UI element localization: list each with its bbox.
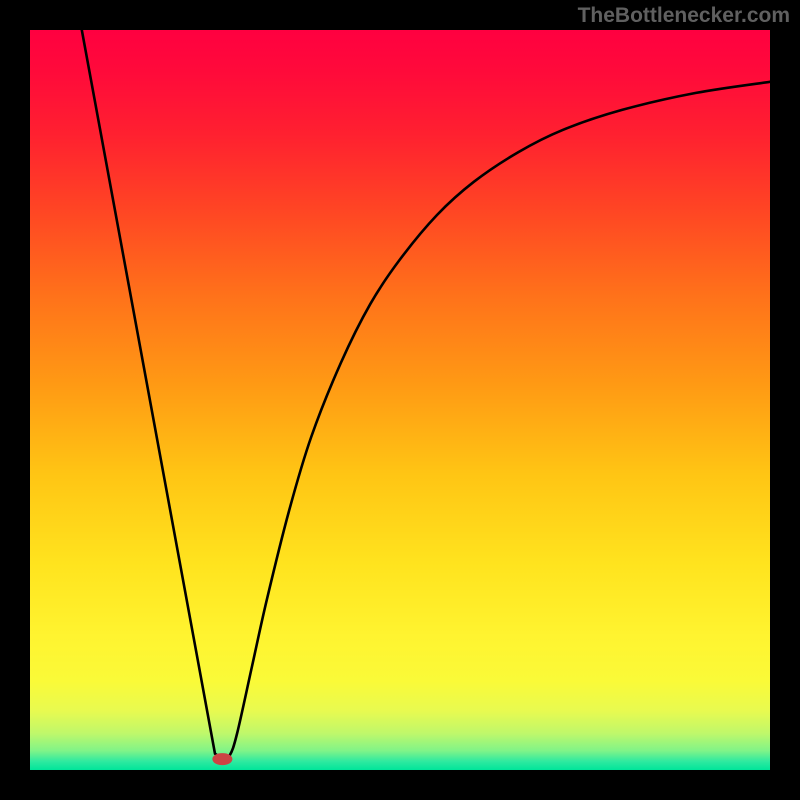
bottleneck-curve <box>30 30 770 770</box>
watermark-text: TheBottlenecker.com <box>578 4 790 28</box>
plot-area <box>30 30 770 770</box>
curve-path <box>82 30 770 759</box>
figure-container: TheBottlenecker.com <box>0 0 800 800</box>
minimum-marker <box>213 753 232 765</box>
